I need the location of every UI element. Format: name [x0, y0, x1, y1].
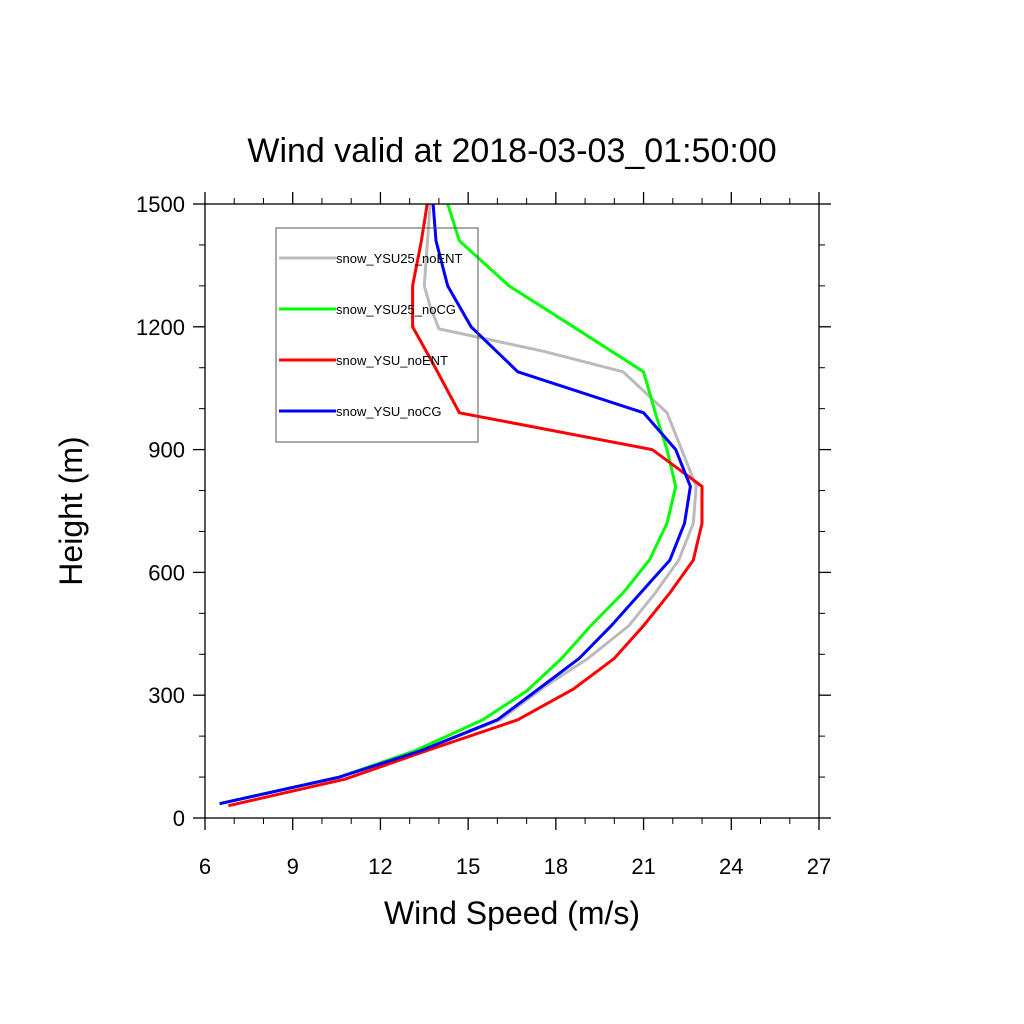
- x-tick-label: 9: [287, 854, 299, 879]
- plot-frame: [204, 203, 820, 819]
- series-line-snow_YSU25_noCG: [219, 203, 678, 806]
- legend-label: snow_YSU_noCG: [336, 404, 442, 419]
- x-tick-label: 24: [719, 854, 743, 879]
- legend-label: snow_YSU_noENT: [336, 353, 448, 368]
- legend-box: [275, 227, 479, 443]
- legend-label: snow_YSU25_noENT: [336, 251, 463, 266]
- legend-label: snow_YSU25_noCG: [336, 302, 456, 317]
- plot-area: [219, 203, 704, 808]
- y-tick-label: 0: [173, 806, 185, 831]
- chart-title: Wind valid at 2018-03-03_01:50:00: [247, 132, 776, 170]
- x-tick-label: 21: [631, 854, 655, 879]
- y-tick-label: 300: [148, 683, 185, 708]
- y-tick-label: 600: [148, 560, 185, 585]
- series-line-snow_YSU_noCG: [219, 203, 692, 806]
- x-tick-label: 18: [544, 854, 568, 879]
- x-tick-label: 12: [368, 854, 392, 879]
- y-tick-label: 900: [148, 438, 185, 463]
- x-tick-label: 15: [456, 854, 480, 879]
- y-axis-label: Height (m): [53, 436, 89, 585]
- series-line-snow_YSU25_noENT: [219, 203, 698, 806]
- legend: snow_YSU25_noENT snow_YSU25_noCG snow_YSU_…: [275, 227, 479, 443]
- y-tick-label: 1500: [136, 192, 185, 217]
- x-tick-label: 6: [199, 854, 211, 879]
- x-tick-label: 27: [807, 854, 831, 879]
- series-line-snow_YSU_noENT: [228, 203, 704, 808]
- y-tick-label: 1200: [136, 315, 185, 340]
- axis-ticks: 6 9 12 15 18 21 24 27 0 300 600 900 1200 1500: [136, 192, 831, 879]
- x-axis-label: Wind Speed (m/s): [384, 895, 640, 931]
